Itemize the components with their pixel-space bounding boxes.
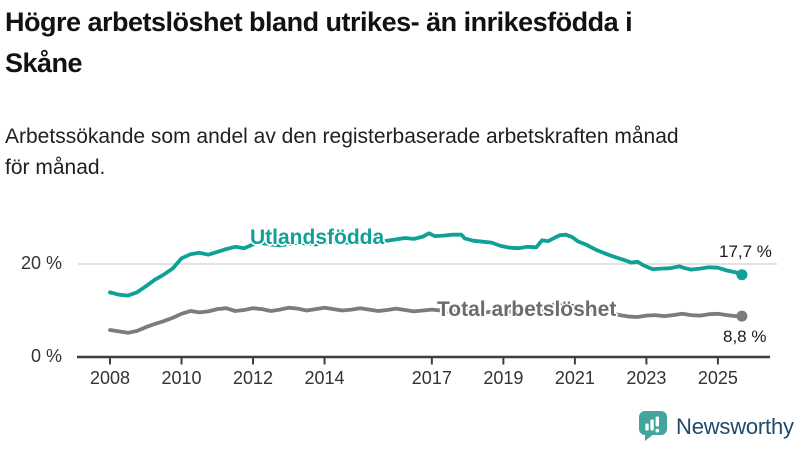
newsworthy-icon [639, 411, 667, 441]
x-tick-label-2025: 2025 [697, 368, 738, 388]
logo-bar-short [645, 423, 649, 431]
logo-bubble-tail [645, 432, 655, 441]
x-tick-label-2021: 2021 [554, 368, 595, 388]
page-subtitle: Arbetssökande som andel av den registerb… [5, 121, 797, 183]
page-title: Högre arbetslöshet bland utrikes- än inr… [5, 2, 797, 84]
page-subtitle-line1: Arbetssökande som andel av den registerb… [5, 125, 679, 148]
logo-bar-tall [650, 419, 654, 431]
newsworthy-logo: Newsworthy [638, 410, 794, 444]
x-tick-label-2012: 2012 [233, 368, 274, 388]
x-tick-label-2014: 2014 [304, 368, 345, 388]
x-tick-label-2017: 2017 [411, 368, 452, 388]
x-tick-label-2008: 2008 [89, 368, 131, 388]
x-tick-label-2023: 2023 [626, 368, 667, 388]
newsworthy-wordmark: Newsworthy [676, 414, 794, 439]
total-end-dot [736, 310, 748, 322]
page-title-line1: Högre arbetslöshet bland utrikes- än inr… [5, 7, 633, 37]
y-tick-label-0: 0 % [30, 346, 62, 366]
total-line [108, 302, 744, 335]
utlandsfodda-line [108, 231, 744, 298]
x-tick-label-2010: 2010 [161, 368, 202, 388]
series-label-utlandsfodda: Utlandsfödda [250, 226, 385, 249]
page-subtitle-line2: för månad. [5, 156, 106, 179]
end-value-label-total: 8,8 % [723, 327, 767, 346]
utlandsfodda-end-dot [736, 269, 748, 281]
series-label-total: Total arbetslöshet [437, 298, 617, 321]
page-title-line2: Skåne [5, 48, 83, 78]
y-tick-label-20: 20 % [20, 253, 62, 273]
x-tick-label-2019: 2019 [483, 368, 524, 388]
logo-exclamation-stem [655, 416, 659, 427]
end-value-label-utlandsfodda: 17,7 % [719, 242, 772, 261]
logo-exclamation-dot [655, 428, 660, 433]
